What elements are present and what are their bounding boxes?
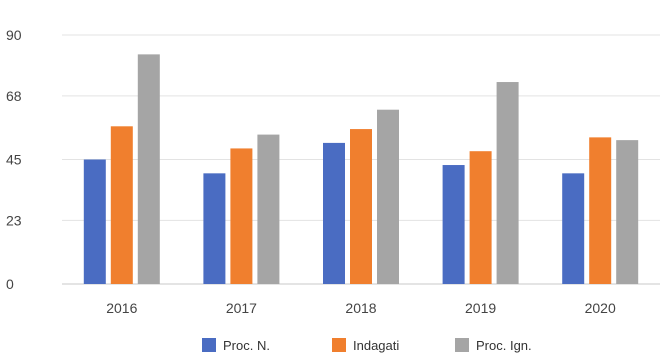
legend-swatch (332, 338, 346, 352)
y-tick-label: 45 (6, 152, 22, 168)
x-tick-label: 2016 (106, 300, 137, 316)
legend-swatch (202, 338, 216, 352)
bar-proc-ign-2018 (377, 109, 399, 284)
x-tick-label: 2018 (345, 300, 376, 316)
bar-proc-ign-2017 (257, 134, 280, 284)
bar-proc-n-2017 (203, 173, 226, 284)
y-tick-label: 90 (6, 27, 22, 43)
legend: Proc. N. Indagati Proc. Ign. (202, 338, 532, 353)
legend-label: Proc. Ign. (476, 338, 532, 353)
y-axis-ticks: 0 23 45 68 90 (6, 27, 22, 292)
bar-indagati-2020 (589, 137, 612, 284)
legend-swatch (455, 338, 469, 352)
x-axis-ticks: 2016 2017 2018 2019 2020 (106, 300, 616, 316)
bar-indagati-2018 (350, 129, 372, 284)
x-tick-label: 2020 (585, 300, 616, 316)
legend-label: Proc. N. (223, 338, 270, 353)
x-tick-label: 2017 (226, 300, 257, 316)
bar-proc-n-2020 (562, 173, 585, 284)
bar-proc-ign-2020 (616, 140, 639, 284)
y-tick-label: 68 (6, 88, 22, 104)
y-tick-label: 0 (6, 276, 14, 292)
bar-proc-n-2019 (442, 165, 465, 284)
x-tick-label: 2019 (465, 300, 496, 316)
bar-proc-n-2016 (83, 159, 106, 284)
bar-indagati-2019 (469, 151, 492, 284)
bar-proc-ign-2019 (496, 82, 519, 285)
bar-proc-ign-2016 (137, 54, 160, 284)
bar-indagati-2016 (110, 126, 133, 284)
bar-indagati-2017 (230, 148, 253, 284)
bars (83, 54, 639, 285)
bar-proc-n-2018 (323, 142, 345, 284)
y-tick-label: 23 (6, 212, 22, 228)
legend-label: Indagati (353, 338, 399, 353)
